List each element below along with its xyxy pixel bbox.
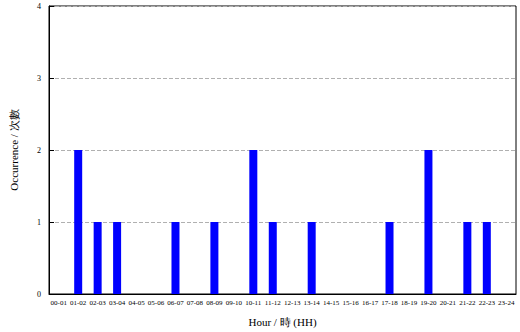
svg-text:18-19: 18-19 <box>401 299 418 307</box>
svg-text:19-20: 19-20 <box>420 299 437 307</box>
svg-text:02-03: 02-03 <box>89 299 106 307</box>
svg-text:12-13: 12-13 <box>284 299 301 307</box>
svg-text:22-23: 22-23 <box>479 299 496 307</box>
svg-text:05-06: 05-06 <box>148 299 165 307</box>
svg-text:20-21: 20-21 <box>440 299 457 307</box>
svg-text:23-24: 23-24 <box>498 299 515 307</box>
svg-text:00-01: 00-01 <box>51 299 68 307</box>
svg-text:04-05: 04-05 <box>128 299 145 307</box>
svg-text:06-07: 06-07 <box>167 299 184 307</box>
svg-text:13-14: 13-14 <box>304 299 321 307</box>
svg-text:2: 2 <box>37 146 41 155</box>
svg-text:Occurrence / 次數: Occurrence / 次數 <box>8 109 20 190</box>
svg-text:01-02: 01-02 <box>70 299 87 307</box>
svg-text:15-16: 15-16 <box>342 299 359 307</box>
svg-text:17-18: 17-18 <box>381 299 398 307</box>
svg-text:10-11: 10-11 <box>245 299 262 307</box>
svg-text:07-08: 07-08 <box>187 299 204 307</box>
svg-text:16-17: 16-17 <box>362 299 379 307</box>
svg-text:03-04: 03-04 <box>109 299 126 307</box>
svg-text:4: 4 <box>37 2 41 11</box>
svg-text:21-22: 21-22 <box>459 299 476 307</box>
svg-text:11-12: 11-12 <box>265 299 282 307</box>
svg-text:09-10: 09-10 <box>226 299 243 307</box>
svg-text:3: 3 <box>37 74 41 83</box>
svg-text:Hour / 時 (HH): Hour / 時 (HH) <box>248 316 316 329</box>
svg-text:0: 0 <box>37 290 41 299</box>
svg-text:08-09: 08-09 <box>206 299 223 307</box>
svg-text:14-15: 14-15 <box>323 299 340 307</box>
svg-text:1: 1 <box>37 218 41 227</box>
